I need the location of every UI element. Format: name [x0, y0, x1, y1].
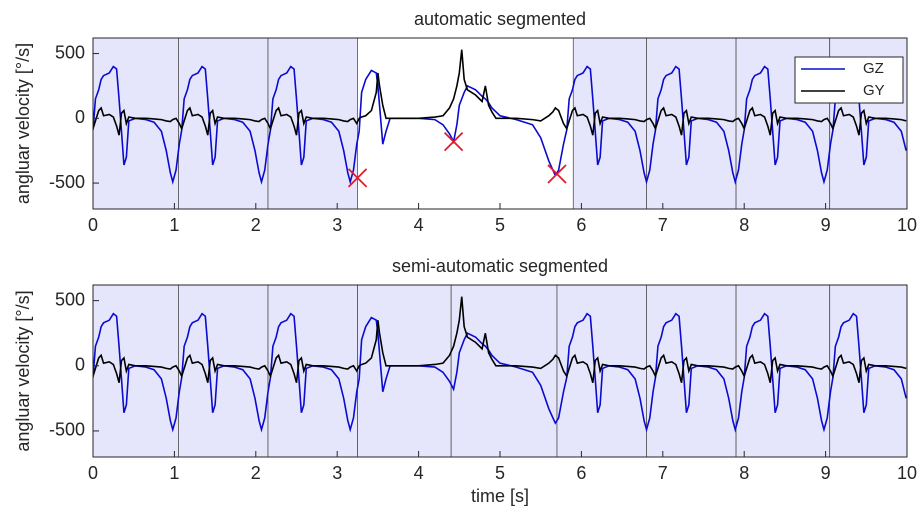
signal-line — [93, 65, 907, 185]
y-tick-label: 0 — [75, 355, 85, 375]
segment — [178, 37, 269, 210]
x-tick-label: 4 — [414, 463, 424, 483]
segment — [267, 37, 358, 210]
segment — [735, 284, 831, 458]
segment — [178, 284, 269, 458]
x-tick-label: 1 — [169, 215, 179, 235]
y-tick-label: 500 — [55, 289, 85, 309]
y-tick-label: -500 — [49, 420, 85, 440]
y-axis-label: angluar velocity [°/s] — [13, 290, 33, 451]
x-tick-label: 10 — [897, 215, 917, 235]
x-tick-label: 7 — [658, 463, 668, 483]
marker — [443, 131, 464, 152]
y-tick-label: 0 — [75, 107, 85, 127]
panel-title: semi-automatic segmented — [392, 256, 608, 276]
segment — [357, 284, 452, 458]
y-tick-label: -500 — [49, 172, 85, 192]
signal-line — [93, 296, 907, 383]
segment — [92, 37, 179, 210]
segment — [572, 37, 647, 210]
x-tick-label: 5 — [495, 215, 505, 235]
x-tick-label: 8 — [739, 463, 749, 483]
x-axis-label: time [s] — [471, 486, 529, 506]
x-tick-label: 6 — [576, 215, 586, 235]
x-tick-label: 3 — [332, 463, 342, 483]
x-tick-label: 10 — [897, 463, 917, 483]
legend-label: GY — [863, 82, 885, 99]
panel: 0 1 2 3 4 5 6 7 8 9 10 -500 0 500 semi-automatic segme… — [13, 256, 917, 483]
x-tick-label: 0 — [88, 215, 98, 235]
x-tick-label: 6 — [576, 463, 586, 483]
y-axis-label: angluar velocity [°/s] — [13, 43, 33, 204]
x-tick-label: 4 — [414, 215, 424, 235]
x-tick-label: 9 — [821, 215, 831, 235]
signal-line — [93, 312, 907, 433]
x-tick-label: 3 — [332, 215, 342, 235]
x-tick-label: 0 — [88, 463, 98, 483]
legend-box — [794, 56, 904, 104]
legend-label: GZ — [863, 60, 884, 77]
marker — [347, 168, 368, 188]
x-tick-label: 2 — [251, 463, 261, 483]
panel: 0 1 2 3 4 5 6 7 8 9 10 -500 0 500 automatic segmented a… — [13, 9, 917, 235]
segment — [92, 284, 179, 458]
x-tick-label: 7 — [658, 215, 668, 235]
segment — [267, 284, 358, 458]
y-tick-label: 500 — [55, 42, 85, 62]
signal-line — [93, 49, 907, 136]
x-tick-label: 2 — [251, 215, 261, 235]
x-tick-label: 8 — [739, 215, 749, 235]
panel-title: automatic segmented — [414, 9, 586, 29]
marker — [547, 164, 567, 184]
x-tick-label: 5 — [495, 463, 505, 483]
x-tick-label: 1 — [169, 463, 179, 483]
x-tick-label: 9 — [821, 463, 831, 483]
segment — [450, 284, 558, 458]
